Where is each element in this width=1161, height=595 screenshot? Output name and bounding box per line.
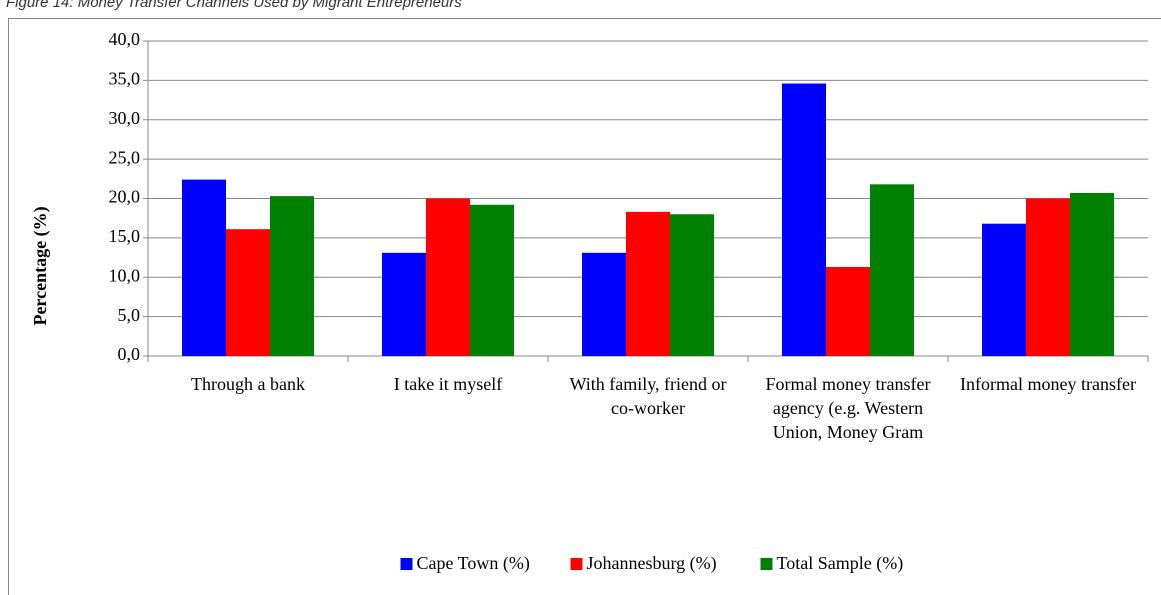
bar [582,252,626,356]
legend-swatch [570,558,583,570]
x-tick-label: I take it myself [393,374,503,394]
chart-title: Figure 14: Money Transfer Channels Used … [6,0,462,11]
chart-border [8,18,1161,595]
x-tick-label: Formal money transfer agency (e.g. Weste… [765,374,931,442]
x-tick-label: With family, friend or co-worker [569,374,727,418]
y-tick-label: 35,0 [109,69,141,89]
bar [826,267,870,356]
bar [182,179,226,356]
bar [1026,198,1070,356]
bar [670,214,714,356]
y-tick-label: 40,0 [109,29,141,49]
y-tick-label: 15,0 [109,226,141,246]
bar [382,252,426,356]
bar [226,229,270,356]
bar [426,198,470,356]
x-tick-label: Informal money transfer [960,374,1136,394]
x-tick-label: Through a bank [191,374,305,394]
y-tick-label: 10,0 [109,265,141,285]
legend-swatch [760,558,773,570]
y-tick-label: 25,0 [109,147,141,167]
legend-label: Cape Town (%) [417,553,530,574]
legend-swatch [400,558,413,570]
legend-label: Johannesburg (%) [587,553,717,574]
legend-label: Total Sample (%) [777,553,904,574]
bar [1070,192,1114,356]
bar [982,223,1026,356]
y-tick-label: 5,0 [118,305,141,325]
bar [626,211,670,356]
bar [270,196,314,356]
bar [870,184,914,356]
y-tick-label: 20,0 [109,187,141,207]
y-tick-label: 0,0 [118,344,141,364]
bar [782,83,826,357]
y-tick-label: 30,0 [109,108,141,128]
bar [470,204,514,356]
y-axis-label: Percentage (%) [30,206,51,325]
